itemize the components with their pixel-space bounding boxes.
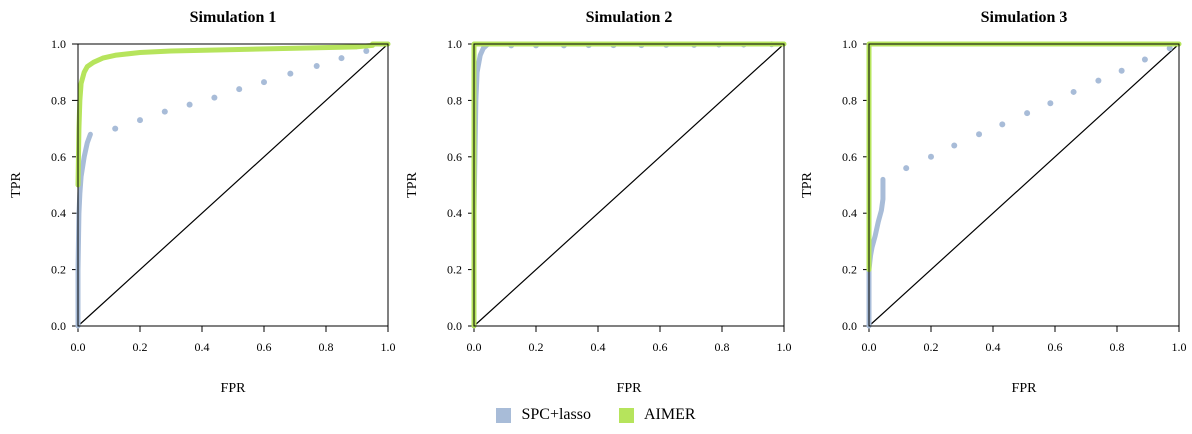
series-spc-lasso-point xyxy=(1047,100,1054,107)
series-spc-lasso-point xyxy=(1024,110,1031,117)
series-spc-lasso-point xyxy=(137,117,143,124)
legend-label-aimer: AIMER xyxy=(643,406,696,423)
legend-item-aimer: AIMER xyxy=(618,406,696,424)
x-tick-label: 0.0 xyxy=(71,340,86,354)
y-tick-label: 0.8 xyxy=(51,93,66,107)
x-tick-label: 0.8 xyxy=(319,340,334,354)
legend-label-spc-lasso: SPC+lasso xyxy=(521,406,591,423)
panel-2: Simulation 2 FPR TPR 0.0 0.2 0.4 0.6 0.8 1.0 0.0 0… xyxy=(405,9,792,396)
legend-item-spc-lasso: SPC+lasso xyxy=(496,406,591,424)
x-tick-label: 0.8 xyxy=(1110,340,1125,354)
y-tick-label: 0.4 xyxy=(51,206,66,220)
y-tick-label: 0.4 xyxy=(447,206,462,220)
y-tick-label: 0.4 xyxy=(842,206,857,220)
y-axis-label: TPR xyxy=(800,172,815,198)
series-spc-lasso-point xyxy=(261,79,267,86)
x-tick-label: 0.4 xyxy=(195,340,210,354)
legend-swatch-spc-lasso xyxy=(496,407,512,423)
series-spc-lasso-point xyxy=(928,153,934,160)
y-tick-label: 0.0 xyxy=(51,319,66,333)
y-tick-label: 0.0 xyxy=(447,319,462,333)
y-tick-label: 1.0 xyxy=(447,37,462,51)
y-axis-label: TPR xyxy=(405,172,420,198)
diagonal-reference-line xyxy=(473,43,785,327)
y-tick-label: 0.2 xyxy=(842,263,857,277)
x-tick-label: 0.4 xyxy=(591,340,606,354)
x-axis-label: FPR xyxy=(221,381,247,396)
series-spc-lasso-point xyxy=(1070,88,1077,95)
x-tick-label: 0.8 xyxy=(715,340,730,354)
series-spc-lasso-point xyxy=(1141,56,1148,63)
x-tick-label: 1.0 xyxy=(777,340,792,354)
x-tick-label: 0.2 xyxy=(924,340,939,354)
x-tick-label: 0.2 xyxy=(529,340,544,354)
y-tick-label: 0.6 xyxy=(842,150,857,164)
series-spc-lasso-point xyxy=(161,108,168,115)
panel-title: Simulation 1 xyxy=(190,9,277,26)
series-spc-lasso-point xyxy=(903,165,910,172)
panel-title: Simulation 2 xyxy=(586,9,673,26)
series-aimer-curve xyxy=(75,41,391,188)
series-spc-lasso-point xyxy=(1118,67,1125,74)
legend: SPC+lasso AIMER xyxy=(0,406,1192,428)
x-tick-label: 0.6 xyxy=(257,340,272,354)
series-aimer-curve xyxy=(866,41,1182,273)
x-axis-label: FPR xyxy=(617,381,643,396)
series-spc-lasso-point xyxy=(338,55,345,62)
plot-frame xyxy=(77,43,389,327)
series-spc-lasso-point xyxy=(112,125,119,132)
y-tick-label: 0.8 xyxy=(842,93,857,107)
series-spc-lasso-point xyxy=(313,62,320,69)
series-spc-lasso-point xyxy=(363,48,370,55)
series-spc-lasso-point xyxy=(1166,45,1173,52)
x-tick-label: 1.0 xyxy=(1172,340,1187,354)
panel-3: Simulation 3 FPR TPR 0.0 0.2 0.4 0.6 0.8 1.0 0.0 0… xyxy=(800,9,1187,396)
y-tick-label: 0.2 xyxy=(447,263,462,277)
x-axis-label: FPR xyxy=(1012,381,1038,396)
series-spc-lasso-point xyxy=(211,94,218,101)
x-tick-label: 1.0 xyxy=(381,340,396,354)
x-tick-label: 0.2 xyxy=(133,340,148,354)
y-tick-label: 0.0 xyxy=(842,319,857,333)
diagonal-reference-line xyxy=(868,43,1180,327)
y-tick-label: 1.0 xyxy=(842,37,857,51)
series-spc-lasso-point xyxy=(976,131,983,138)
series-spc-lasso-point xyxy=(236,86,243,93)
y-tick-label: 0.8 xyxy=(447,93,462,107)
series-spc-lasso-point xyxy=(1095,77,1102,84)
y-axis-label: TPR xyxy=(9,172,24,198)
y-tick-label: 0.6 xyxy=(51,150,66,164)
diagonal-reference-line xyxy=(77,43,389,327)
series-spc-lasso-point xyxy=(951,142,958,149)
series-spc-lasso-point xyxy=(999,121,1006,128)
series-spc-lasso-point xyxy=(186,101,193,108)
x-tick-label: 0.4 xyxy=(986,340,1001,354)
x-tick-label: 0.0 xyxy=(862,340,877,354)
x-tick-label: 0.6 xyxy=(1048,340,1063,354)
plot-frame xyxy=(868,43,1180,327)
y-tick-label: 0.6 xyxy=(447,150,462,164)
legend-swatch-aimer xyxy=(618,407,634,423)
plot-frame xyxy=(473,43,785,327)
series-spc-lasso-point xyxy=(287,70,294,77)
y-tick-label: 0.2 xyxy=(51,263,66,277)
x-tick-label: 0.0 xyxy=(467,340,482,354)
panel-1: Simulation 1 FPR TPR 0.0 0.2 0.4 0.6 0.8 1.0 0.0 0… xyxy=(9,9,396,396)
panel-title: Simulation 3 xyxy=(981,9,1068,26)
y-tick-label: 1.0 xyxy=(51,37,66,51)
x-tick-label: 0.6 xyxy=(653,340,668,354)
